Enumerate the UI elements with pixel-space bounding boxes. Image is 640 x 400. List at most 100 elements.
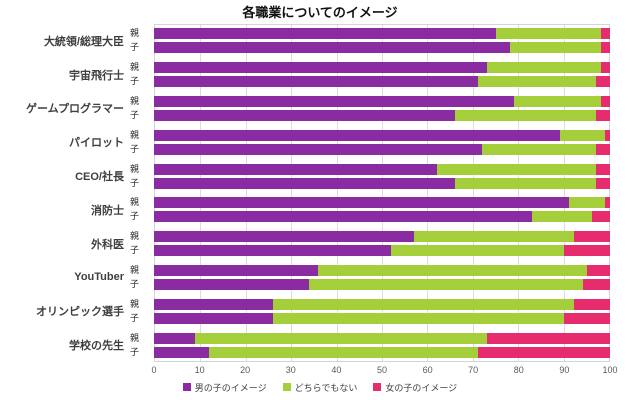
x-tick-label: 40 <box>331 365 342 375</box>
category-row: 学校の先生親子 <box>4 328 610 362</box>
bar-segment-2 <box>596 143 610 155</box>
category-row: オリンピック選手親子 <box>4 294 610 328</box>
bar-line: 親 <box>130 28 610 40</box>
bar-segment-2 <box>605 197 610 209</box>
bar-group: 親子 <box>130 261 610 295</box>
bar-segment-1 <box>496 28 601 40</box>
respondent-label: 子 <box>130 143 140 154</box>
bar-line: 親 <box>130 62 610 74</box>
category-label: 外科医 <box>91 238 124 251</box>
stacked-bar <box>154 346 610 358</box>
bar-segment-1 <box>509 42 601 54</box>
bar-segment-1 <box>208 346 478 358</box>
bar-group: 親子 <box>130 92 610 126</box>
bar-segment-0 <box>154 62 487 74</box>
x-tick-label: 0 <box>151 365 157 375</box>
bar-segment-2 <box>587 264 610 276</box>
respondent-label: 親 <box>130 231 140 242</box>
bar-line: 親 <box>130 163 610 175</box>
respondent-label: 子 <box>130 76 140 87</box>
bar-segment-2 <box>600 95 610 107</box>
x-tick-label: 50 <box>376 365 388 375</box>
stacked-bar <box>154 143 610 155</box>
bar-segment-2 <box>596 163 610 175</box>
category-label: 学校の先生 <box>69 340 124 353</box>
bar-segment-2 <box>596 177 610 189</box>
respondent-label: 子 <box>130 346 140 357</box>
bar-line: 子 <box>130 76 610 88</box>
x-tick-label: 10 <box>194 365 205 375</box>
bar-group: 親子 <box>130 227 610 261</box>
bar-segment-1 <box>559 129 606 141</box>
bar-segment-0 <box>154 95 515 107</box>
stacked-bar <box>154 109 610 121</box>
respondent-label: 子 <box>130 42 140 53</box>
bar-line: 子 <box>130 278 610 290</box>
bar-segment-0 <box>154 109 455 121</box>
bar-group: 親子 <box>130 125 610 159</box>
category-label: ゲームプログラマー <box>25 103 124 116</box>
legend-item: どちらでもない <box>282 381 357 394</box>
respondent-label: 子 <box>130 278 140 289</box>
bar-line: 子 <box>130 177 610 189</box>
bar-segment-2 <box>564 312 610 324</box>
bar-segment-0 <box>154 76 478 88</box>
bar-segment-0 <box>154 346 209 358</box>
bar-line: 親 <box>130 298 610 310</box>
bar-segment-2 <box>600 28 610 40</box>
stacked-bar <box>154 245 610 257</box>
bar-segment-0 <box>154 28 496 40</box>
bar-segment-0 <box>154 129 560 141</box>
respondent-label: 子 <box>130 177 140 188</box>
category-label: 消防士 <box>91 204 124 217</box>
respondent-label: 親 <box>130 163 140 174</box>
bar-segment-1 <box>532 211 592 223</box>
gridline-60 <box>427 25 429 361</box>
bar-line: 親 <box>130 95 610 107</box>
stacked-bar <box>154 28 610 40</box>
stacked-bar <box>154 163 610 175</box>
stacked-bar <box>154 211 610 223</box>
bar-segment-1 <box>391 245 565 257</box>
bar-segment-2 <box>477 346 610 358</box>
bar-group: 親子 <box>130 294 610 328</box>
bar-segment-0 <box>154 211 533 223</box>
legend-item: 女の子のイメージ <box>373 381 457 394</box>
bar-line: 親 <box>130 129 610 141</box>
bar-line: 子 <box>130 245 610 257</box>
x-tick-label: 70 <box>468 365 479 375</box>
gridline-30 <box>291 25 293 361</box>
bar-segment-2 <box>596 109 610 121</box>
bar-line: 親 <box>130 197 610 209</box>
bar-segment-0 <box>154 231 414 243</box>
bar-segment-1 <box>272 312 565 324</box>
stacked-bar <box>154 129 610 141</box>
bar-group: 親子 <box>130 58 610 92</box>
chart-title: 各職業についてのイメージ <box>242 5 398 20</box>
gridline-40 <box>336 25 338 361</box>
plot-area: 大統領/総理大臣親子宇宙飛行士親子ゲームプログラマー親子パイロット親子 CEO/社… <box>4 22 636 364</box>
gridline-10 <box>200 25 202 361</box>
x-tick-label: 90 <box>559 365 570 375</box>
legend-swatch-icon <box>282 383 291 391</box>
bar-segment-1 <box>195 332 487 344</box>
x-tick-label: 100 <box>602 365 618 375</box>
stacked-bar <box>154 197 610 209</box>
category-row: 外科医親子 <box>4 227 610 261</box>
respondent-label: 親 <box>130 332 140 343</box>
stacked-bar <box>154 42 610 54</box>
respondent-label: 親 <box>130 95 140 106</box>
stacked-bar <box>154 264 610 276</box>
gridline-70 <box>472 25 474 361</box>
gridlines <box>154 24 610 362</box>
respondent-label: 親 <box>130 197 140 208</box>
bar-segment-0 <box>154 245 392 257</box>
legend-swatch-icon <box>373 383 382 391</box>
bar-segment-0 <box>154 163 437 175</box>
category-label: 宇宙飛行士 <box>69 69 124 82</box>
bar-segment-1 <box>454 109 597 121</box>
bar-segment-1 <box>318 264 588 276</box>
respondent-label: 親 <box>130 298 140 309</box>
bar-segment-0 <box>154 298 273 310</box>
stacked-bar <box>154 62 610 74</box>
